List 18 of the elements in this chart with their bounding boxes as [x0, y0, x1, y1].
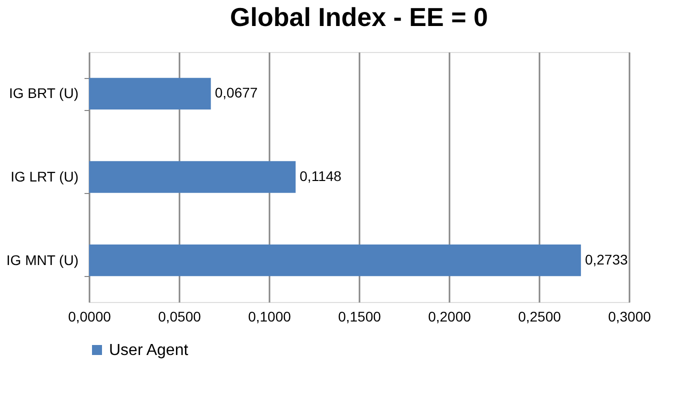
y-tick-label: IG BRT (U) [9, 85, 78, 102]
bar [89, 161, 296, 193]
y-tick-label: IG LRT (U) [10, 168, 78, 184]
chart-title: Global Index - EE = 0 [230, 2, 488, 32]
x-tick-label: 0,0000 [68, 308, 112, 324]
data-label: 0,0677 [214, 84, 258, 101]
y-tick-label: IG MNT (U) [6, 252, 78, 268]
x-tick-label: 0,1000 [248, 308, 292, 324]
bar [89, 244, 581, 276]
x-tick-label: 0,0500 [158, 308, 202, 324]
data-label: 0,1148 [300, 168, 342, 184]
data-label: 0,2733 [584, 251, 628, 268]
legend-label: User Agent [109, 342, 189, 359]
x-tick-label: 0,1500 [338, 308, 382, 324]
bar [89, 78, 211, 110]
x-tick-label: 0,3000 [608, 308, 652, 324]
x-tick-label: 0,2000 [428, 308, 472, 324]
x-tick-label: 0,2500 [518, 308, 562, 324]
